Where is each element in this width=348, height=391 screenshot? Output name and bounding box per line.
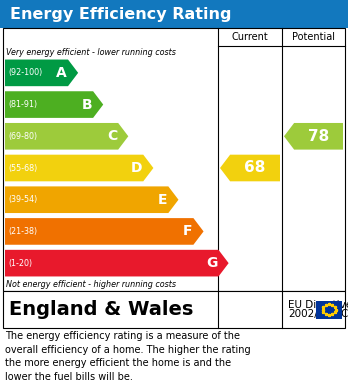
Text: B: B [81,98,92,111]
Text: Current: Current [232,32,268,42]
Text: (69-80): (69-80) [8,132,37,141]
Text: (81-91): (81-91) [8,100,37,109]
Polygon shape [5,250,229,276]
Text: (1-20): (1-20) [8,258,32,268]
Text: A: A [56,66,67,80]
Polygon shape [5,218,204,245]
Polygon shape [5,155,153,181]
Text: C: C [107,129,117,143]
Polygon shape [5,59,78,86]
Text: F: F [183,224,192,239]
Text: (21-38): (21-38) [8,227,37,236]
Text: 2002/91/EC: 2002/91/EC [288,310,348,319]
Bar [316,301,342,319]
Text: Not energy efficient - higher running costs: Not energy efficient - higher running co… [6,280,176,289]
Text: 68: 68 [244,160,266,176]
Polygon shape [5,91,103,118]
Text: D: D [131,161,142,175]
Text: England & Wales: England & Wales [9,300,193,319]
Text: (55-68): (55-68) [8,163,37,172]
Bar [3,28,345,291]
Text: (39-54): (39-54) [8,195,37,204]
Text: The energy efficiency rating is a measure of the
overall efficiency of a home. T: The energy efficiency rating is a measur… [5,331,251,382]
Text: Very energy efficient - lower running costs: Very energy efficient - lower running co… [6,48,176,57]
Bar [0,0,348,28]
Text: E: E [158,193,167,207]
Text: EU Directive: EU Directive [288,301,348,310]
Text: G: G [206,256,218,270]
Polygon shape [284,123,343,150]
Bar [3,291,345,328]
Text: 78: 78 [308,129,329,144]
Polygon shape [220,155,280,181]
Text: Energy Efficiency Rating: Energy Efficiency Rating [10,7,231,22]
Polygon shape [5,123,128,150]
Polygon shape [5,187,179,213]
Text: Potential: Potential [292,32,335,42]
Text: (92-100): (92-100) [8,68,42,77]
